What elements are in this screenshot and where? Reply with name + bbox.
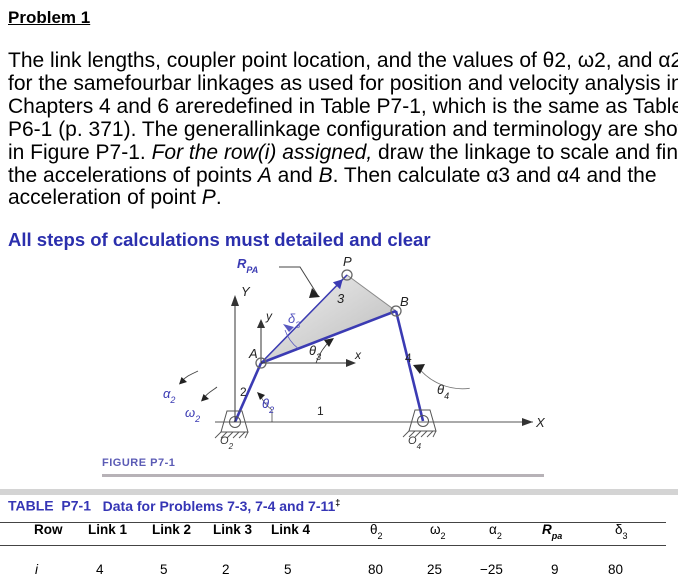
svg-text:9: 9 xyxy=(551,562,559,577)
svg-text:25: 25 xyxy=(427,562,442,577)
svg-text:Row: Row xyxy=(34,522,63,537)
svg-text:5: 5 xyxy=(284,562,292,577)
svg-text:80: 80 xyxy=(368,562,383,577)
svg-text:−25: −25 xyxy=(480,562,503,577)
svg-text:Link 2: Link 2 xyxy=(152,522,191,537)
svg-text:Link 4: Link 4 xyxy=(271,522,311,537)
svg-text:ω2: ω2 xyxy=(430,522,446,541)
svg-text:5: 5 xyxy=(160,562,168,577)
svg-text:4: 4 xyxy=(96,562,104,577)
svg-text:2: 2 xyxy=(222,562,230,577)
svg-text:α2: α2 xyxy=(489,522,502,541)
svg-text:Rpa: Rpa xyxy=(542,522,562,541)
svg-text:δ3: δ3 xyxy=(615,522,628,541)
svg-text:Link 1: Link 1 xyxy=(88,522,128,537)
svg-text:80: 80 xyxy=(608,562,623,577)
svg-text:Link 3: Link 3 xyxy=(213,522,253,537)
svg-text:i: i xyxy=(35,562,39,577)
svg-text:θ2: θ2 xyxy=(370,522,383,541)
